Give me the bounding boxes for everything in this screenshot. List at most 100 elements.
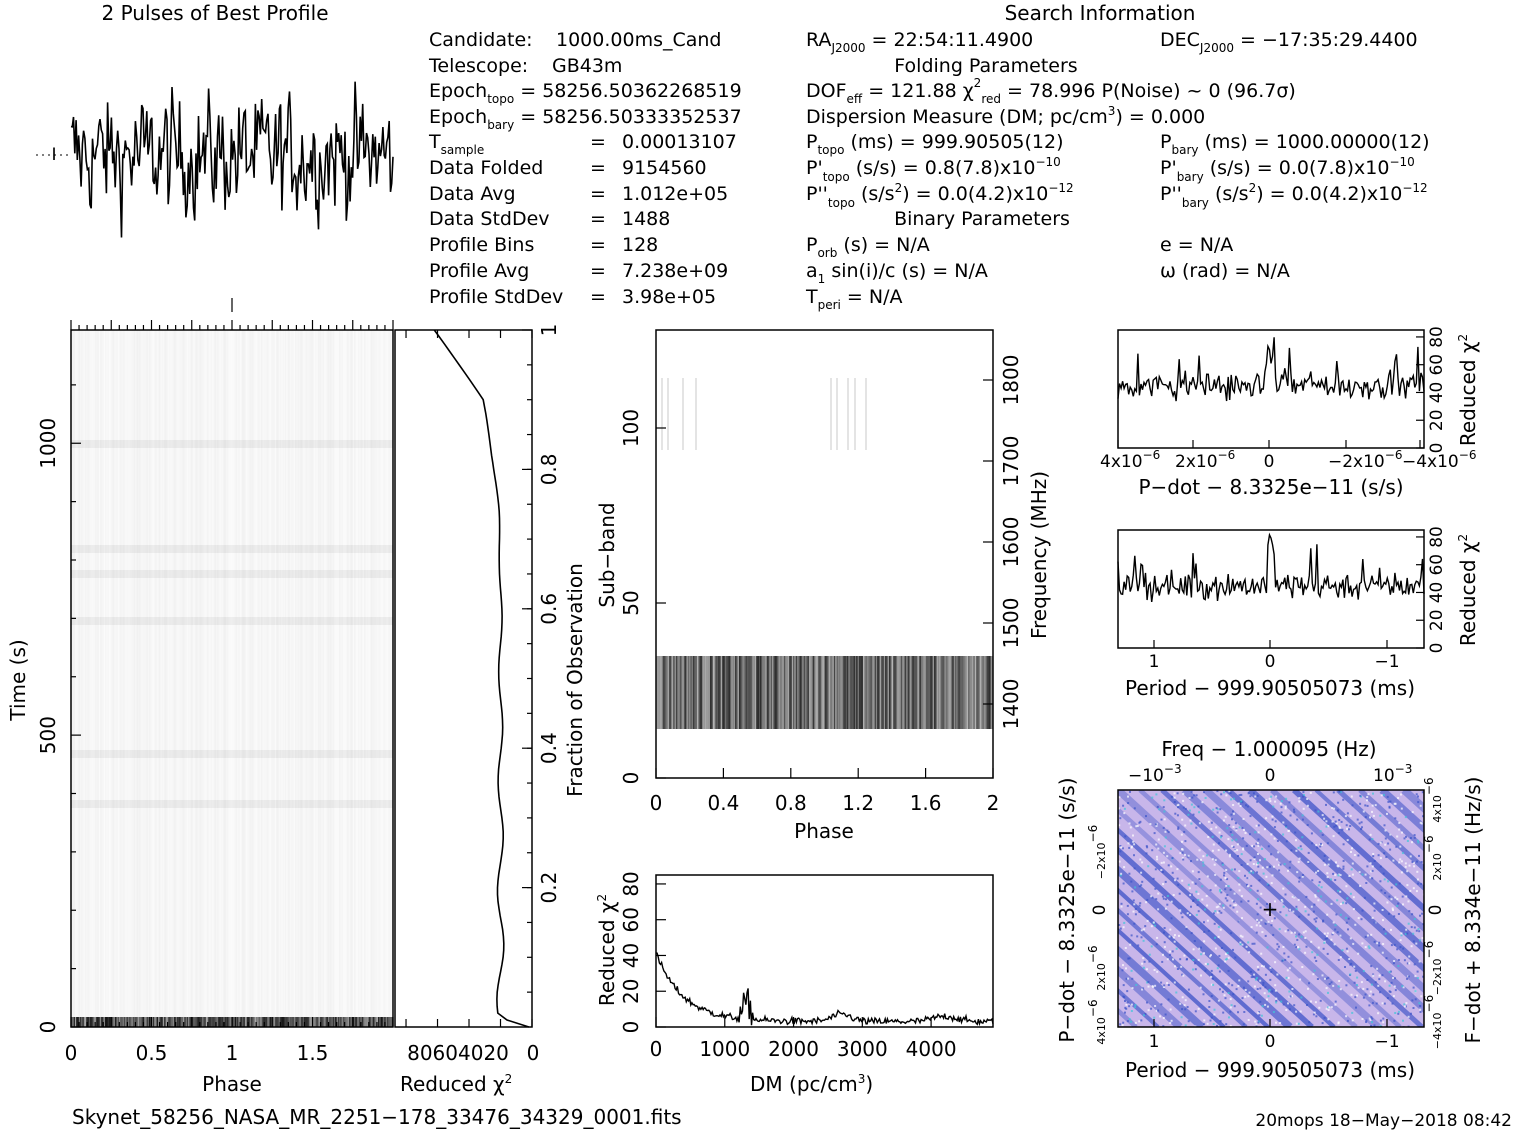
time-ytick: 500	[36, 716, 60, 754]
search-info-title: Search Information	[1005, 1, 1196, 25]
chi2-fraction-line	[433, 329, 530, 1028]
pdot-xtick: −4x10−6	[1402, 448, 1476, 472]
freq-ytick: 1700	[999, 436, 1023, 487]
pdot-xlabel: P−dot − 8.3325e−11 (s/s)	[1138, 475, 1403, 499]
t-peri: Tperi = N/A	[805, 286, 903, 312]
dm-ytick: 80	[619, 871, 643, 896]
subband-xtick: 0.4	[707, 791, 739, 815]
fraction-ytick: 0.6	[537, 593, 561, 625]
pdot-chi2-ytick: 60	[1427, 354, 1447, 376]
pdot-chi2-curve	[1117, 337, 1425, 402]
param-equals: =	[590, 131, 606, 153]
param-equals: =	[590, 260, 606, 282]
freq-ytick: 1500	[999, 598, 1023, 649]
time-phase-xtick: 1.5	[297, 1041, 329, 1065]
freq-top-tick: 0	[1265, 766, 1276, 786]
ppdot-ytick-right: −2x10−6	[1422, 941, 1444, 995]
p-topo: Ptopo (ms) = 999.90505(12)	[806, 131, 1064, 157]
dof-chi2-line: DOFeff = 121.88 χ2red = 78.996 P(Noise) …	[806, 76, 1296, 106]
time-phase-xlabel: Phase	[202, 1072, 262, 1096]
a1sini: a1 sin(i)/c (s) = N/A	[806, 260, 988, 286]
pdot-chi2-ytick: 40	[1427, 382, 1447, 404]
subband-xtick: 0	[650, 791, 663, 815]
page-title: 2 Pulses of Best Profile	[102, 1, 329, 25]
param-value: 9154560	[622, 157, 707, 179]
param-value: 1488	[622, 208, 670, 230]
pdot-xtick: −2x10−6	[1328, 448, 1402, 472]
binary-title: Binary Parameters	[894, 208, 1070, 230]
ppdot-ytick-left: 2x10−6	[1086, 945, 1108, 990]
folding-title: Folding Parameters	[894, 55, 1077, 77]
freq-ytick: 1600	[999, 517, 1023, 568]
telescope-value: GB43m	[552, 55, 622, 77]
dm-xtick: 0	[650, 1037, 663, 1061]
subband-xtick: 1.2	[842, 791, 874, 815]
pdot-xtick: 4x10−6	[1100, 448, 1160, 472]
time-ylabel: Time (s)	[6, 639, 30, 721]
subband-xtick: 0.8	[775, 791, 807, 815]
ppdot-ytick-right: 2x10−6	[1422, 835, 1444, 880]
param-value: 0.00013107	[622, 131, 737, 153]
dm-ytick: 0	[619, 1021, 643, 1034]
dm-xtick: 4000	[906, 1037, 957, 1061]
dm-frame	[655, 874, 994, 1028]
dm-ylabel: Reduced χ2	[595, 894, 619, 1006]
period-chi2-ylabel: Reduced χ2	[1456, 534, 1480, 646]
param-equals: =	[590, 208, 606, 230]
ppdot-ylabel-right: F−dot + 8.334e−11 (Hz/s)	[1461, 777, 1485, 1044]
period-xtick: 1	[1149, 652, 1160, 672]
period-chi2-ytick: 20	[1427, 609, 1447, 631]
param-label: Profile Avg	[429, 260, 529, 282]
period-chi2-curve	[1117, 532, 1425, 602]
time-phase-image	[71, 330, 394, 1027]
profile-error-bar: I	[51, 145, 56, 165]
p-bary: Pbary (ms) = 1000.00000(12)	[1160, 131, 1430, 157]
fraction-ylabel: Fraction of Observation	[563, 563, 587, 797]
param-value: 7.238e+09	[622, 260, 728, 282]
fraction-ytick: 0.8	[537, 453, 561, 485]
telescope-label: Telescope:	[428, 55, 528, 77]
freq-top-tick: 10−3	[1373, 762, 1412, 786]
period-chi2-ytick: 40	[1427, 582, 1447, 604]
ppdot-xtick: −1	[1374, 1032, 1399, 1052]
period-chi2-frame	[1117, 529, 1425, 649]
period-xtick: −1	[1374, 652, 1399, 672]
param-value: 128	[622, 234, 658, 256]
candidate-label: Candidate:	[429, 29, 533, 51]
period-xlabel: Period − 999.90505073 (ms)	[1125, 676, 1415, 700]
pddot-topo: P''topo (s/s2) = 0.0(4.2)x10−12	[806, 181, 1074, 210]
time-phase-xtick: 0	[65, 1041, 78, 1065]
freq-top-tick: −10−3	[1128, 762, 1182, 786]
ppdot-ytick-left: 4x10−6	[1086, 999, 1108, 1044]
omega: ω (rad) = N/A	[1160, 260, 1290, 282]
ppdot-frame	[1117, 789, 1425, 1028]
dm-ytick: 20	[619, 979, 643, 1004]
subband-xtick: 2	[987, 791, 1000, 815]
subband-ytick: 50	[619, 590, 643, 615]
time-phase-xtick: 1	[226, 1041, 239, 1065]
epoch-topo: Epochtopo = 58256.50362268519	[429, 80, 742, 106]
subband-ylabel: Sub−band	[595, 502, 619, 607]
eccentricity: e = N/A	[1160, 234, 1233, 256]
freq-ylabel: Frequency (MHz)	[1027, 471, 1051, 639]
time-phase-xtick: 0.5	[136, 1041, 168, 1065]
fraction-ytick: 0.4	[537, 732, 561, 764]
ppdot-ytick-left: −2x10−6	[1086, 825, 1108, 879]
param-equals: =	[590, 286, 606, 308]
freq-ytick: 1800	[999, 355, 1023, 406]
dm-xtick: 1000	[699, 1037, 750, 1061]
fraction-ytick: 0.2	[537, 872, 561, 904]
ra-value: RAJ2000 = 22:54:11.4900	[806, 29, 1033, 55]
chi2-fraction-xtick-zero: 0	[527, 1041, 540, 1065]
param-equals: =	[590, 234, 606, 256]
ppdot-stripes	[1118, 790, 1424, 1027]
tsample-label: Tsample	[428, 131, 484, 157]
param-value: 3.98e+05	[622, 286, 716, 308]
param-equals: =	[590, 183, 606, 205]
pdot-xtick: 2x10−6	[1175, 448, 1235, 472]
param-label: Data Folded	[429, 157, 543, 179]
param-equals: =	[590, 157, 606, 179]
candidate-value: 1000.00ms_Cand	[556, 29, 722, 51]
dm-curve	[655, 952, 994, 1027]
filename: Skynet_58256_NASA_MR_2251−178_33476_3432…	[72, 1105, 682, 1129]
